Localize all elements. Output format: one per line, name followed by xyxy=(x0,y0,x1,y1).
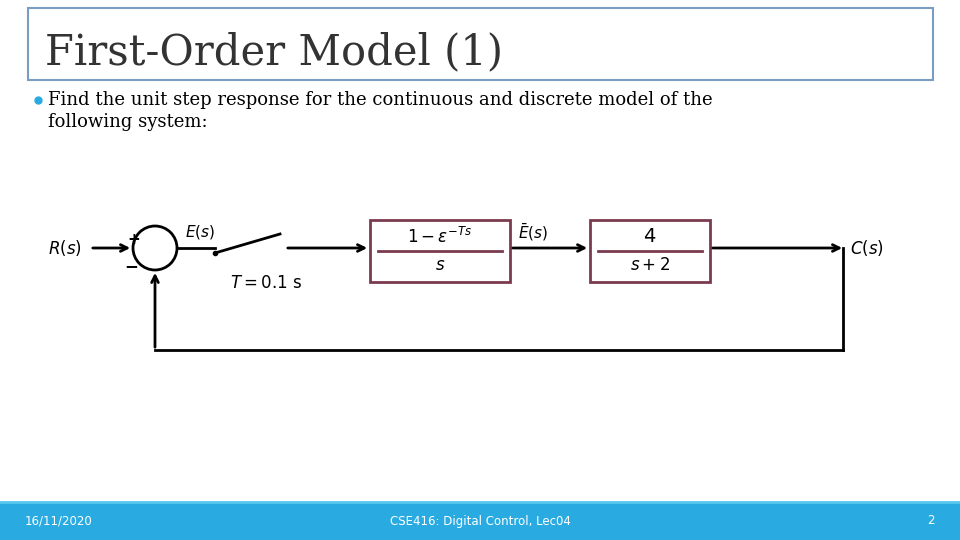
Text: First-Order Model (1): First-Order Model (1) xyxy=(45,31,503,73)
Text: 2: 2 xyxy=(927,515,935,528)
Text: $s$: $s$ xyxy=(435,258,445,274)
Text: +: + xyxy=(128,233,140,247)
FancyBboxPatch shape xyxy=(28,8,933,80)
Text: $E(s)$: $E(s)$ xyxy=(185,223,215,241)
Text: $R(s)$: $R(s)$ xyxy=(48,238,82,258)
Text: $T = 0.1\ \mathrm{s}$: $T = 0.1\ \mathrm{s}$ xyxy=(230,274,302,292)
Text: $1 - \varepsilon^{-Ts}$: $1 - \varepsilon^{-Ts}$ xyxy=(407,227,472,247)
Text: $s + 2$: $s + 2$ xyxy=(630,258,670,274)
FancyBboxPatch shape xyxy=(590,220,710,282)
Text: $4$: $4$ xyxy=(643,228,657,246)
Text: 16/11/2020: 16/11/2020 xyxy=(25,515,93,528)
Text: following system:: following system: xyxy=(48,113,207,131)
Text: −: − xyxy=(124,257,138,275)
FancyBboxPatch shape xyxy=(370,220,510,282)
Text: $\bar{E}(s)$: $\bar{E}(s)$ xyxy=(518,221,548,242)
Text: Find the unit step response for the continuous and discrete model of the: Find the unit step response for the cont… xyxy=(48,91,712,109)
Text: $C(s)$: $C(s)$ xyxy=(850,238,884,258)
Text: CSE416: Digital Control, Lec04: CSE416: Digital Control, Lec04 xyxy=(390,515,570,528)
Bar xyxy=(0,502,960,540)
